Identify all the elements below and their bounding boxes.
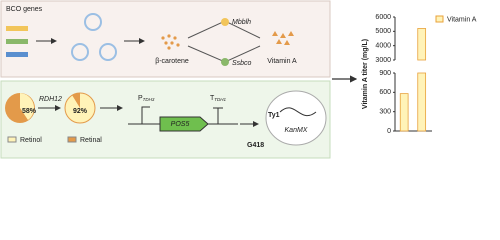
label: TDH3 <box>143 97 155 102</box>
label: PTDH3 <box>138 95 155 102</box>
plasmid <box>84 13 102 31</box>
label: TTDH1 <box>210 95 227 102</box>
molecules <box>161 34 180 50</box>
cell <box>265 90 327 146</box>
y-tick-label: 4000 <box>375 43 391 50</box>
label: 58% <box>22 108 37 115</box>
label: TDH1 <box>214 97 226 102</box>
plasmid <box>99 43 117 61</box>
y-tick-label: 300 <box>379 109 391 116</box>
legend-swatch <box>7 136 17 143</box>
figure: BCO genes β-carotene Mbblh Ssbco Vitamin… <box>0 0 477 159</box>
bar <box>417 72 427 132</box>
y-axis-label: Vitamin A titer (mg/L) <box>362 39 369 109</box>
label: P <box>138 95 143 102</box>
pie-slice <box>72 92 80 108</box>
molecules <box>272 31 294 45</box>
bar <box>399 93 409 132</box>
label: BCO genes <box>6 6 43 13</box>
bar <box>417 28 427 61</box>
y-tick-label: 6000 <box>375 14 391 21</box>
y-tick-label: 5000 <box>375 28 391 35</box>
top-panel <box>0 0 331 78</box>
y-tick-label: 900 <box>379 70 391 77</box>
enzyme <box>221 18 229 26</box>
label: Mbblh <box>232 19 251 26</box>
legend-swatch <box>435 15 444 23</box>
pie-slice <box>20 93 35 120</box>
gene-bar <box>6 26 28 31</box>
label: POS5 <box>171 121 190 128</box>
gene <box>159 116 209 132</box>
label: β-carotene <box>155 58 189 65</box>
label: Ty1 <box>268 112 280 119</box>
y-tick-label: 600 <box>379 89 391 96</box>
label: Retinol <box>20 137 42 144</box>
label: Retinal <box>80 137 102 144</box>
label: Ssbco <box>232 60 252 67</box>
y-tick-label: 3000 <box>375 57 391 64</box>
label: T <box>210 95 215 102</box>
label: RDH12 <box>39 96 62 103</box>
plasmid <box>71 43 89 61</box>
label: 92% <box>73 108 88 115</box>
gene-bar <box>6 39 28 44</box>
y-tick-label: 0 <box>387 128 391 135</box>
label: KanMX <box>285 127 308 134</box>
label: Vitamin A <box>267 58 297 65</box>
terminator <box>213 107 223 124</box>
chromosome <box>279 107 317 117</box>
label: G418 <box>247 142 264 149</box>
legend-label: Vitamin A <box>447 16 477 23</box>
legend-swatch <box>67 136 77 143</box>
gene-bar <box>6 52 28 57</box>
promoter <box>141 106 150 124</box>
enzyme <box>221 58 229 66</box>
